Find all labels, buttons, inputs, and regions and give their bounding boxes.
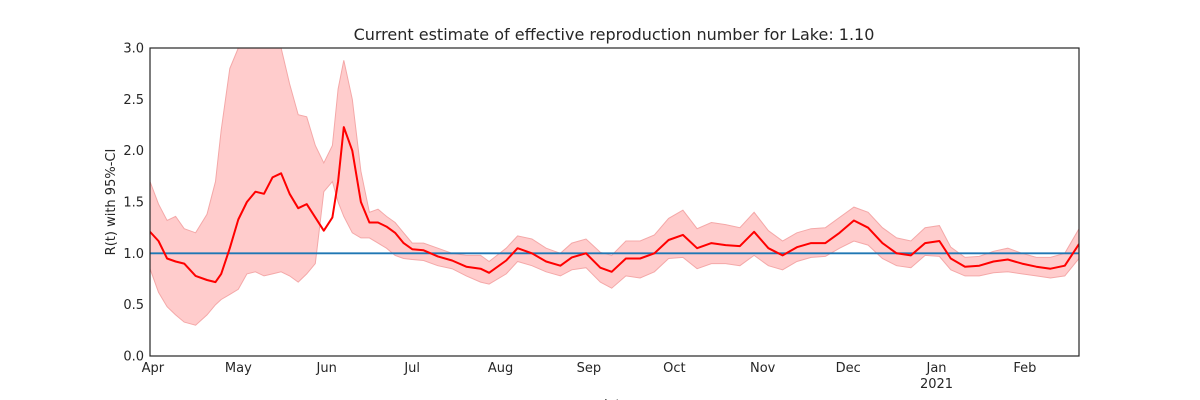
- plot-frame: [149, 47, 1080, 357]
- y-tick-label: 0.5: [123, 298, 144, 313]
- y-tick-label: 2.0: [123, 144, 144, 159]
- plot-area: [149, 47, 1080, 357]
- x-tick-label: Dec: [836, 361, 861, 376]
- y-axis: 0.0 0.5 1.0 1.5 2.0 2.5 3.0: [123, 42, 144, 365]
- x-tick-label: Apr: [142, 361, 165, 376]
- x-tick-year-label: 2021: [920, 377, 953, 392]
- x-tick-label: Nov: [750, 361, 776, 376]
- x-tick-label: Jun: [316, 361, 337, 376]
- x-tick-label: Jul: [403, 361, 420, 376]
- mean-line: [150, 126, 1079, 284]
- y-tick-label: 3.0: [123, 42, 144, 57]
- x-tick-label: Aug: [488, 361, 513, 376]
- x-axis-label: date: [599, 398, 628, 400]
- y-tick-label: 0.0: [123, 350, 144, 365]
- x-tick-label: Jan: [925, 361, 946, 376]
- y-tick-label: 1.5: [123, 196, 144, 211]
- y-tick-label: 2.5: [123, 93, 144, 108]
- x-tick-label: Oct: [663, 361, 685, 376]
- x-tick-label: Sep: [577, 361, 602, 376]
- confidence-band: [150, 48, 1079, 326]
- plot-clip-group: [150, 48, 1079, 326]
- chart-title: Current estimate of effective reproducti…: [354, 25, 875, 44]
- y-axis-label: R(t) with 95%-CI: [104, 149, 119, 256]
- x-tick-label: Feb: [1013, 361, 1036, 376]
- x-tick-label: May: [225, 361, 252, 376]
- y-tick-label: 1.0: [123, 247, 144, 262]
